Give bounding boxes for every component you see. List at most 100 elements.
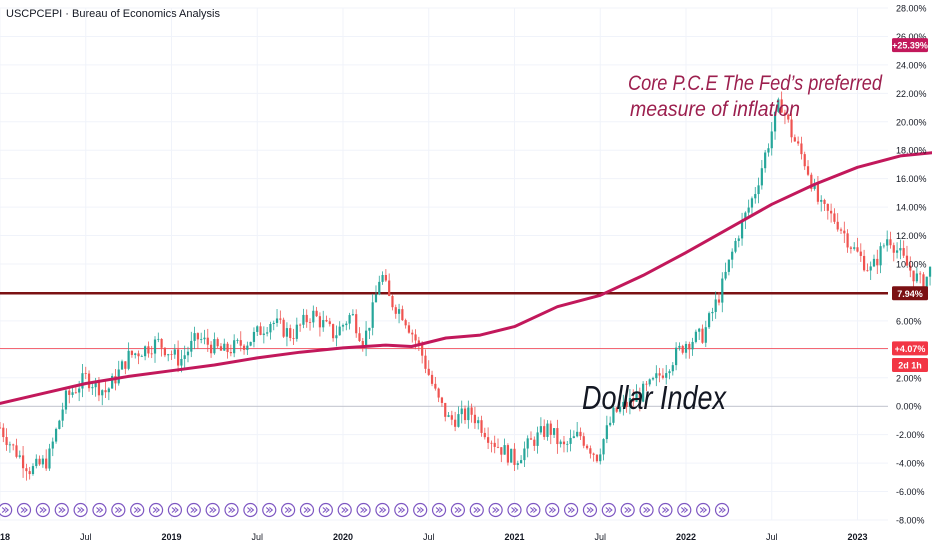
candle-body bbox=[186, 351, 190, 356]
candle-body bbox=[150, 353, 153, 355]
event-marker-icon bbox=[243, 502, 258, 518]
y-tick-label: 26.00% bbox=[896, 32, 927, 42]
candle-body bbox=[325, 320, 328, 322]
candle-body bbox=[134, 353, 137, 355]
x-tick-label: Jul bbox=[766, 532, 778, 542]
event-marker-chevrons bbox=[152, 507, 160, 513]
candle-body bbox=[64, 390, 68, 410]
candle-body bbox=[411, 332, 414, 335]
candle-body bbox=[556, 428, 559, 445]
candle-body bbox=[246, 345, 249, 350]
candle-body bbox=[78, 388, 81, 393]
candle-body bbox=[2, 427, 5, 438]
candle-body bbox=[599, 454, 602, 462]
candle-body bbox=[355, 314, 358, 334]
candle-body bbox=[315, 310, 318, 317]
candle-body bbox=[859, 251, 862, 256]
price-badge: 7.94% bbox=[892, 286, 928, 301]
candle-body bbox=[183, 355, 186, 359]
candle-body bbox=[872, 258, 876, 267]
event-marker-icon bbox=[281, 502, 296, 518]
candle-body bbox=[351, 314, 354, 316]
candle-body bbox=[582, 436, 585, 446]
candle-body bbox=[111, 375, 114, 389]
event-marker-chevrons bbox=[548, 507, 557, 513]
candle-body bbox=[562, 441, 566, 445]
candle-body bbox=[707, 313, 711, 328]
candle-body bbox=[869, 266, 872, 271]
event-marker-chevrons bbox=[114, 507, 123, 513]
candle-body bbox=[137, 353, 140, 357]
candle-body bbox=[368, 327, 371, 331]
price-badge-bg bbox=[892, 38, 928, 53]
event-marker-icon bbox=[431, 502, 447, 518]
y-tick-label: 6.00% bbox=[896, 316, 922, 326]
x-axis: 2018Jul2019Jul2020Jul2021Jul2022Jul2023J… bbox=[0, 532, 868, 542]
y-tick-label: -4.00% bbox=[896, 459, 925, 469]
event-marker-icon bbox=[148, 502, 164, 518]
candle-body bbox=[407, 325, 411, 333]
event-marker-chevrons bbox=[624, 507, 632, 513]
candle-body bbox=[529, 438, 533, 440]
annotation-core-pce-line1: Core P.C.E The Fed’s preferred bbox=[628, 72, 883, 95]
candle-body bbox=[714, 299, 717, 312]
candle-body bbox=[487, 437, 490, 443]
event-marker-chevrons bbox=[20, 507, 28, 513]
candle-body bbox=[477, 420, 480, 424]
candle-body bbox=[120, 361, 124, 370]
candle-body bbox=[912, 270, 915, 282]
candle-body bbox=[539, 426, 542, 433]
candle-body bbox=[843, 230, 846, 234]
candle-body bbox=[671, 365, 674, 372]
event-marker-icon bbox=[73, 502, 88, 518]
candle-body bbox=[213, 339, 216, 354]
candle-body bbox=[790, 119, 793, 138]
candle-body bbox=[18, 455, 21, 457]
candle-body bbox=[285, 328, 289, 337]
candle-body bbox=[25, 468, 28, 472]
candle-body bbox=[144, 346, 147, 357]
y-tick-label: 10.00% bbox=[896, 260, 927, 270]
candle-body bbox=[879, 246, 882, 266]
candle-body bbox=[338, 326, 341, 336]
candle-body bbox=[783, 112, 787, 115]
candle-body bbox=[519, 460, 523, 464]
candle-body bbox=[615, 407, 618, 412]
event-marker-chevrons bbox=[247, 507, 255, 513]
candle-body bbox=[506, 445, 510, 463]
candle-body bbox=[622, 401, 625, 407]
candle-body bbox=[691, 341, 694, 350]
candle-body bbox=[480, 420, 483, 433]
y-tick-label: -8.00% bbox=[896, 516, 925, 526]
candle-body bbox=[665, 373, 668, 378]
candle-body bbox=[117, 369, 120, 384]
candle-body bbox=[229, 352, 232, 354]
candle-body bbox=[460, 408, 463, 415]
candle-body bbox=[546, 423, 549, 437]
candle-body bbox=[196, 333, 199, 340]
event-marker-icon bbox=[205, 502, 220, 518]
candle-body bbox=[549, 423, 552, 435]
candle-body bbox=[31, 466, 35, 475]
candle-body bbox=[717, 299, 721, 303]
event-marker-icon bbox=[658, 502, 673, 518]
candle-body bbox=[252, 331, 256, 342]
event-marker-chevrons bbox=[209, 507, 217, 513]
candle-body bbox=[826, 203, 829, 211]
candle-body bbox=[473, 414, 477, 424]
series-line-core-pce bbox=[0, 151, 932, 405]
candle-body bbox=[846, 233, 849, 248]
event-marker-chevrons bbox=[718, 507, 726, 513]
candle-body bbox=[157, 338, 160, 340]
y-tick-label: 16.00% bbox=[896, 174, 927, 184]
candle-body bbox=[127, 350, 130, 369]
candle-body bbox=[345, 323, 348, 326]
candle-body bbox=[747, 207, 750, 213]
candle-body bbox=[773, 111, 777, 132]
candle-body bbox=[361, 341, 364, 348]
candle-body bbox=[684, 343, 688, 353]
event-marker-icon bbox=[54, 502, 69, 518]
candle-body bbox=[81, 373, 84, 389]
candle-body bbox=[694, 331, 697, 342]
